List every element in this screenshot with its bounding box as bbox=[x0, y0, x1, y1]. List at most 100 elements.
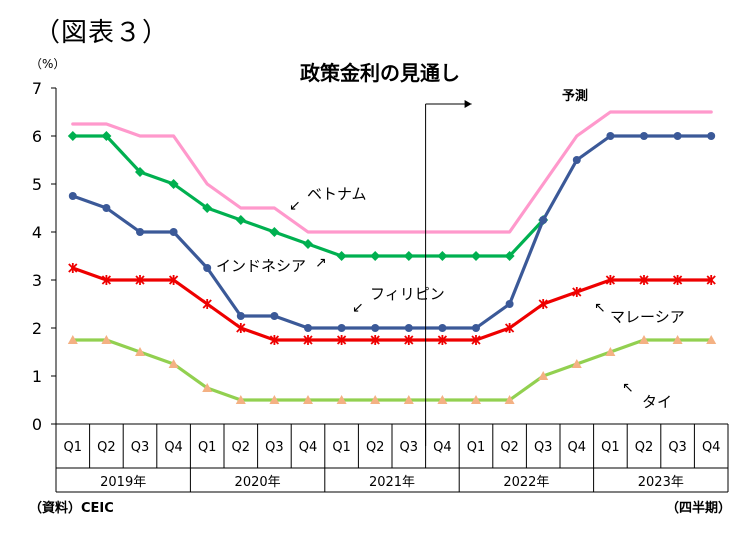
data-point bbox=[706, 335, 717, 344]
data-point bbox=[202, 383, 213, 392]
y-tick-label: 3 bbox=[32, 271, 42, 290]
data-point bbox=[102, 204, 111, 212]
data-point bbox=[236, 312, 245, 320]
data-point bbox=[706, 275, 716, 285]
arrow-vietnam: ↙ bbox=[289, 198, 301, 214]
x-year-label: 2023年 bbox=[638, 475, 684, 490]
data-point bbox=[471, 335, 481, 345]
label-philippines: フィリピン bbox=[370, 285, 445, 303]
data-point bbox=[640, 132, 648, 140]
data-point bbox=[101, 335, 112, 344]
y-tick-label: 6 bbox=[32, 127, 42, 146]
data-point bbox=[168, 275, 179, 285]
x-tick-label: Q2 bbox=[500, 440, 519, 455]
x-tick-label: Q3 bbox=[534, 440, 553, 455]
x-tick-label: Q1 bbox=[64, 440, 83, 455]
data-point bbox=[639, 275, 649, 285]
data-point bbox=[438, 324, 447, 332]
x-year-label: 2019年 bbox=[100, 475, 146, 490]
data-point bbox=[235, 395, 246, 404]
data-point bbox=[672, 275, 683, 285]
x-year-label: 2020年 bbox=[235, 475, 281, 490]
x-tick-label: Q4 bbox=[702, 440, 721, 455]
data-point bbox=[707, 132, 716, 140]
source-note: （資料）CEIC bbox=[29, 501, 114, 516]
x-tick-label: Q3 bbox=[400, 440, 419, 455]
y-tick-label: 1 bbox=[32, 367, 42, 386]
data-point bbox=[370, 335, 380, 345]
series-1 bbox=[67, 131, 549, 261]
data-point bbox=[539, 216, 548, 224]
data-point bbox=[168, 179, 179, 189]
figure-label: （図表３） bbox=[34, 18, 170, 48]
data-point bbox=[269, 227, 280, 237]
series-line bbox=[71, 134, 713, 330]
series-0 bbox=[71, 110, 713, 234]
data-point bbox=[68, 192, 77, 200]
data-point bbox=[606, 132, 615, 140]
data-point bbox=[504, 395, 515, 404]
x-tick-label: Q1 bbox=[467, 440, 486, 455]
data-point bbox=[403, 251, 414, 261]
y-tick-label: 7 bbox=[32, 79, 42, 98]
data-point bbox=[101, 131, 112, 141]
x-tick-label: Q2 bbox=[97, 440, 116, 455]
data-point bbox=[639, 335, 649, 344]
data-point bbox=[67, 335, 78, 344]
chart-title: 政策金利の見通し bbox=[300, 61, 460, 85]
y-tick-label: 2 bbox=[32, 319, 42, 338]
data-point bbox=[168, 359, 179, 368]
data-point bbox=[336, 335, 347, 345]
arrow-thailand: ↖ bbox=[622, 380, 634, 396]
data-point bbox=[303, 335, 313, 345]
label-malaysia: マレーシア bbox=[610, 308, 685, 326]
data-point bbox=[135, 275, 145, 285]
period-note: （四半期） bbox=[665, 501, 731, 516]
series-line bbox=[71, 110, 713, 234]
x-tick-label: Q1 bbox=[601, 440, 620, 455]
data-point bbox=[471, 251, 481, 261]
arrow-malaysia: ↖ bbox=[594, 300, 606, 316]
data-point bbox=[605, 347, 616, 356]
data-point bbox=[101, 275, 112, 285]
series-layer bbox=[67, 110, 717, 404]
series-4 bbox=[67, 335, 717, 404]
data-point bbox=[504, 323, 515, 333]
x-tick-label: Q1 bbox=[332, 440, 351, 455]
data-point bbox=[404, 335, 414, 345]
series-line bbox=[71, 266, 713, 342]
x-tick-label: Q4 bbox=[164, 440, 183, 455]
data-point bbox=[437, 335, 448, 345]
x-tick-label: Q3 bbox=[265, 440, 284, 455]
x-tick-label: Q1 bbox=[198, 440, 217, 455]
label-thailand: タイ bbox=[642, 393, 672, 411]
data-point bbox=[504, 251, 515, 261]
data-point bbox=[505, 300, 514, 308]
arrow-philippines: ↙ bbox=[352, 300, 364, 316]
data-point bbox=[404, 324, 413, 332]
y-tick-label: 5 bbox=[32, 175, 42, 194]
annotation-layer: ベトナム ↙ インドネシア ↗ フィリピン ↙ マレーシア ↖ タイ ↖ bbox=[216, 185, 685, 411]
arrow-indonesia: ↗ bbox=[315, 255, 327, 271]
data-point bbox=[304, 324, 312, 332]
forecast-arrow-head bbox=[464, 100, 472, 108]
label-indonesia: インドネシア bbox=[216, 257, 306, 275]
series-line bbox=[71, 338, 713, 402]
data-point bbox=[437, 395, 448, 404]
x-tick-label: Q4 bbox=[568, 440, 587, 455]
x-year-label: 2022年 bbox=[503, 475, 549, 490]
data-point bbox=[135, 167, 145, 177]
data-point bbox=[370, 251, 381, 261]
x-tick-label: Q4 bbox=[299, 440, 318, 455]
chart-axes: 0 1 2 3 4 5 6 7 Q1 Q2 Q3 Q4 Q1 Q2 Q3 Q4 Q1 Q2 Q3 Q4 Q1 Q2 Q3 Q4… bbox=[32, 79, 729, 493]
forecast-label: 予測 bbox=[562, 88, 588, 104]
data-point bbox=[572, 156, 581, 164]
data-point bbox=[571, 359, 582, 368]
data-point bbox=[169, 228, 178, 236]
x-tick-label: Q2 bbox=[232, 440, 251, 455]
x-tick-label: Q4 bbox=[433, 440, 452, 455]
x-tick-label: Q3 bbox=[668, 440, 687, 455]
label-vietnam: ベトナム bbox=[307, 185, 367, 203]
x-year-label: 2021年 bbox=[369, 475, 415, 490]
